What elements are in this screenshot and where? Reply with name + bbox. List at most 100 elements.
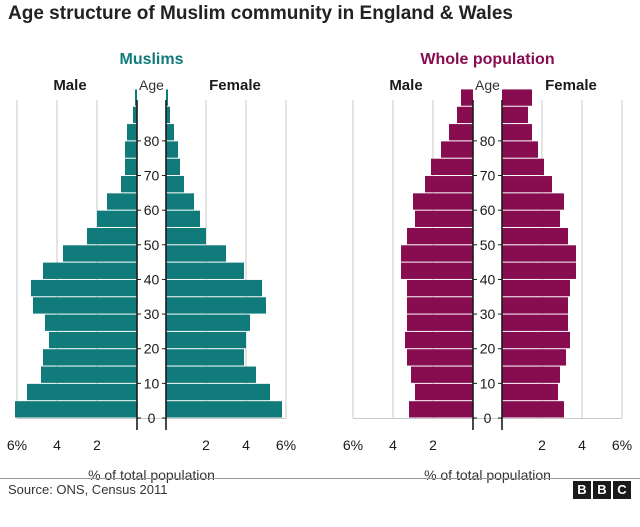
chart-whole-population-female-bar-20-24 xyxy=(502,331,570,349)
chart-whole-population-female-bar-15-19 xyxy=(502,349,566,366)
chart-whole-population-female-bar-40-44 xyxy=(502,262,576,279)
chart-muslims-age-tick-label: 70 xyxy=(144,168,160,184)
bbc-logo-letter: B xyxy=(573,481,591,499)
chart-muslims-female-bar-10-14 xyxy=(166,366,256,383)
chart-muslims-age-tick-label: 60 xyxy=(144,202,160,218)
chart-whole-population-age-tick-label: 50 xyxy=(480,237,496,253)
chart-muslims-age-tick-label: 30 xyxy=(144,306,160,322)
chart-whole-population-female-bar-10-14 xyxy=(502,366,560,383)
chart-muslims-female-bar-0-4 xyxy=(166,401,282,418)
chart-whole-population-female-label: Female xyxy=(545,77,597,94)
chart-muslims-male-bar-90+ xyxy=(135,89,137,106)
chart-muslims-male-bar-75-79 xyxy=(125,141,137,158)
chart-whole-population-female-bar-85-89 xyxy=(502,106,528,124)
chart-whole-population-male-bar-85-89 xyxy=(457,106,473,124)
chart-whole-population-male-bar-70-74 xyxy=(431,158,473,176)
chart-whole-population-x-tick-label: 6% xyxy=(343,437,363,453)
chart-whole-population-male-bar-90+ xyxy=(461,89,473,106)
chart-whole-population-female-bar-50-54 xyxy=(502,227,568,245)
chart-muslims-female-bar-5-9 xyxy=(166,383,270,401)
chart-whole-population-male-bar-60-64 xyxy=(413,193,473,210)
chart-muslims-male-bar-60-64 xyxy=(107,193,137,210)
chart-muslims-age-tick-label: 0 xyxy=(148,410,156,426)
chart-whole-population-female-bar-25-29 xyxy=(502,314,568,331)
chart-whole-population-male-bar-30-34 xyxy=(407,297,473,314)
chart-whole-population-female-bar-35-39 xyxy=(502,279,570,297)
chart-muslims-female-bar-75-79 xyxy=(166,141,178,158)
chart-whole-population-age-label: Age xyxy=(475,77,500,93)
chart-muslims-female-bar-90+ xyxy=(166,89,168,106)
chart-muslims-male-bar-0-4 xyxy=(15,401,137,418)
chart-muslims-male-bar-70-74 xyxy=(125,158,137,176)
chart-whole-population-age-tick-label: 40 xyxy=(480,271,496,287)
chart-whole-population-female-bar-60-64 xyxy=(502,193,564,210)
chart-whole-population-female-bar-0-4 xyxy=(502,401,564,418)
chart-muslims-male-bar-65-69 xyxy=(121,176,137,193)
chart-muslims-female-bar-15-19 xyxy=(166,349,244,366)
chart-whole-population-age-tick-label: 70 xyxy=(480,168,496,184)
chart-muslims-female-bar-35-39 xyxy=(166,279,262,297)
chart-muslims-female-bar-60-64 xyxy=(166,193,194,210)
source-divider xyxy=(0,478,640,479)
chart-whole-population-age-tick-label: 30 xyxy=(480,306,496,322)
chart-muslims-x-tick-label: 6% xyxy=(276,437,296,453)
chart-muslims-female-bar-30-34 xyxy=(166,297,266,314)
bbc-logo: B B C xyxy=(573,481,631,499)
chart-muslims-female-bar-85-89 xyxy=(166,106,170,124)
chart-muslims-x-tick-label: 4 xyxy=(242,437,250,453)
chart-muslims-female-bar-65-69 xyxy=(166,176,184,193)
chart-muslims-x-tick-label: 2 xyxy=(202,437,210,453)
chart-muslims-age-label: Age xyxy=(139,77,164,93)
chart-whole-population-female-bar-80-84 xyxy=(502,124,532,141)
chart-whole-population-female-bar-70-74 xyxy=(502,158,544,176)
chart-whole-population-male-label: Male xyxy=(389,77,422,94)
chart-whole-population-x-tick-label: 2 xyxy=(538,437,546,453)
chart-whole-population-female-bar-75-79 xyxy=(502,141,538,158)
chart-whole-population-female-bar-30-34 xyxy=(502,297,568,314)
chart-whole-population-title: Whole population xyxy=(420,51,554,68)
chart-whole-population-female-bar-65-69 xyxy=(502,176,552,193)
chart-muslims-male-bar-85-89 xyxy=(133,106,137,124)
source-note: Source: ONS, Census 2011 xyxy=(8,482,168,497)
chart-whole-population-female-bar-90+ xyxy=(502,89,532,106)
bbc-logo-letter: C xyxy=(613,481,631,499)
chart-whole-population-male-bar-45-49 xyxy=(401,245,473,262)
chart-whole-population-male-bar-75-79 xyxy=(441,141,473,158)
chart-muslims-x-tick-label: 2 xyxy=(93,437,101,453)
chart-muslims-male-bar-50-54 xyxy=(87,227,137,245)
chart-muslims-x-axis-label: % of total population xyxy=(88,467,215,483)
chart-muslims-male-bar-5-9 xyxy=(27,383,137,401)
chart-whole-population-male-bar-35-39 xyxy=(407,279,473,297)
chart-whole-population-age-tick-label: 20 xyxy=(480,341,496,357)
chart-whole-population-age-tick-label: 10 xyxy=(480,375,496,391)
chart-muslims-male-bar-20-24 xyxy=(49,331,137,349)
chart-whole-population-male-bar-10-14 xyxy=(411,366,473,383)
chart-whole-population-male-bar-0-4 xyxy=(409,401,473,418)
chart-whole-population-female-bar-5-9 xyxy=(502,383,558,401)
chart-whole-population-male-bar-15-19 xyxy=(407,349,473,366)
chart-muslims-age-tick-label: 80 xyxy=(144,133,160,149)
chart-whole-population-male-bar-5-9 xyxy=(415,383,473,401)
chart-muslims-female-bar-20-24 xyxy=(166,331,246,349)
bbc-logo-letter: B xyxy=(593,481,611,499)
chart-whole-population-male-bar-55-59 xyxy=(415,210,473,227)
chart-whole-population-x-tick-label: 4 xyxy=(389,437,397,453)
chart-muslims-female-bar-25-29 xyxy=(166,314,250,331)
chart-muslims-male-bar-10-14 xyxy=(41,366,137,383)
chart-whole-population-male-bar-20-24 xyxy=(405,331,473,349)
chart-muslims-female-bar-70-74 xyxy=(166,158,180,176)
chart-muslims-male-bar-45-49 xyxy=(63,245,137,262)
chart-whole-population-female-bar-55-59 xyxy=(502,210,560,227)
chart-muslims-female-bar-40-44 xyxy=(166,262,244,279)
chart-whole-population-x-tick-label: 6% xyxy=(612,437,632,453)
chart-muslims-x-tick-label: 4 xyxy=(53,437,61,453)
chart-muslims-female-bar-55-59 xyxy=(166,210,200,227)
chart-muslims-male-label: Male xyxy=(53,77,86,94)
chart-muslims-female-label: Female xyxy=(209,77,261,94)
chart-whole-population-age-tick-label: 80 xyxy=(480,133,496,149)
chart-muslims-age-tick-label: 50 xyxy=(144,237,160,253)
chart-whole-population-age-tick-label: 60 xyxy=(480,202,496,218)
chart-whole-population-male-bar-80-84 xyxy=(449,124,473,141)
chart-whole-population-age-tick-label: 0 xyxy=(484,410,492,426)
